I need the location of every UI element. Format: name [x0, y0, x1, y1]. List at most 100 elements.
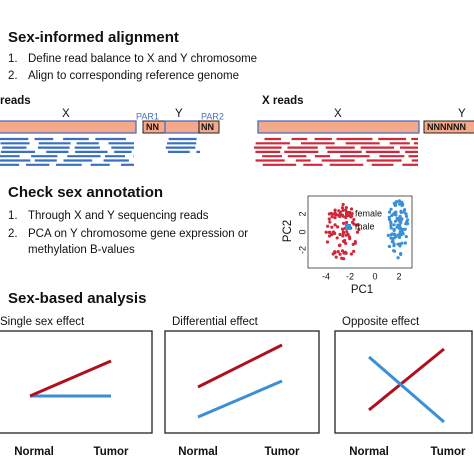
- decoration: [399, 219, 403, 223]
- decoration: [351, 242, 355, 246]
- decoration: [402, 208, 407, 212]
- chrom-label: X: [62, 108, 70, 120]
- decoration: [333, 251, 337, 255]
- decoration: [389, 233, 393, 237]
- item-number: 1.: [8, 53, 18, 65]
- decoration: [350, 211, 354, 216]
- pca-x-tick: -2: [346, 271, 354, 281]
- decoration: [398, 226, 403, 230]
- decoration: [404, 235, 408, 239]
- decoration: [387, 244, 392, 249]
- legend-swatch: [345, 211, 351, 217]
- decoration: [325, 240, 330, 244]
- decoration: [341, 234, 345, 238]
- decoration: [341, 230, 345, 234]
- pca-y-tick: -2: [297, 246, 307, 254]
- decoration: [337, 209, 341, 213]
- decoration: [352, 218, 356, 222]
- decoration: [343, 250, 347, 254]
- legend-label: female: [355, 208, 382, 218]
- effect-line: [197, 343, 283, 389]
- decoration: [399, 209, 403, 213]
- decoration: [394, 200, 399, 204]
- decoration: [389, 236, 393, 240]
- decoration: [333, 208, 337, 212]
- decoration: [396, 256, 400, 260]
- panel-frame: [164, 330, 320, 434]
- decoration: [341, 202, 345, 207]
- decoration: [338, 252, 342, 256]
- pca-x-tick: 0: [372, 271, 377, 281]
- decoration: [344, 233, 348, 237]
- par-label: PAR2: [201, 111, 224, 121]
- decoration: [341, 214, 345, 218]
- decoration: [338, 214, 342, 219]
- item-text: methylation B-values: [28, 244, 135, 256]
- legend-label: male: [355, 221, 375, 231]
- effect-line: [29, 359, 112, 398]
- chromosome-bar: [257, 120, 420, 134]
- decoration: [330, 225, 334, 229]
- pca-x-label: PC1: [351, 284, 373, 296]
- decoration: [397, 216, 402, 220]
- effect-line: [368, 347, 445, 412]
- pca-y-tick: 2: [297, 211, 307, 216]
- decoration: [326, 224, 330, 228]
- decoration: [345, 230, 349, 234]
- decoration: [354, 223, 359, 227]
- item-number: 2.: [8, 70, 18, 82]
- panel-title: Opposite effect: [342, 316, 420, 328]
- decoration: [397, 234, 402, 238]
- decoration: [352, 222, 356, 226]
- item-text: Through X and Y sequencing reads: [28, 210, 209, 222]
- decoration: [394, 210, 398, 214]
- decoration: [345, 220, 349, 225]
- x-label: Tumor: [431, 446, 466, 458]
- decoration: [394, 213, 398, 217]
- decoration: [334, 255, 338, 259]
- decoration: [392, 236, 396, 240]
- n-box: [198, 120, 220, 134]
- decoration: [335, 225, 340, 229]
- panel-frame: [334, 330, 473, 434]
- item-text: Define read balance to X and Y chromosom…: [28, 53, 257, 65]
- decoration: [393, 203, 397, 207]
- reads-label: X reads: [262, 95, 304, 107]
- decoration: [398, 202, 402, 206]
- effect-line: [368, 355, 445, 424]
- decoration: [330, 215, 334, 219]
- decoration: [333, 223, 337, 227]
- decoration: [330, 232, 334, 237]
- item-text: Align to corresponding reference genome: [28, 70, 239, 82]
- decoration: [400, 203, 404, 208]
- decoration: [389, 221, 393, 225]
- decoration: [328, 220, 332, 224]
- decoration: [399, 251, 403, 256]
- decoration: [392, 249, 396, 253]
- decoration: [341, 208, 345, 212]
- decoration: [349, 252, 354, 256]
- decoration: [331, 230, 336, 234]
- effect-line: [197, 379, 283, 419]
- decoration: [395, 216, 399, 221]
- chromosome-bar: [164, 120, 200, 134]
- decoration: [387, 210, 392, 214]
- decoration: [355, 230, 360, 234]
- x-label: Tumor: [265, 446, 300, 458]
- decoration: [324, 230, 328, 234]
- decoration: [397, 199, 401, 203]
- decoration: [357, 227, 361, 232]
- pca-x-tick: -4: [322, 271, 330, 281]
- decoration: [348, 237, 352, 241]
- x-label: Tumor: [94, 446, 129, 458]
- decoration: [337, 243, 342, 248]
- decoration: [340, 227, 345, 231]
- decoration: [391, 239, 395, 243]
- decoration: [393, 219, 398, 223]
- decoration: [340, 256, 344, 260]
- decoration: [389, 207, 393, 211]
- section-title: Check sex annotation: [8, 184, 163, 201]
- decoration: [389, 223, 393, 228]
- x-label: Normal: [14, 446, 54, 458]
